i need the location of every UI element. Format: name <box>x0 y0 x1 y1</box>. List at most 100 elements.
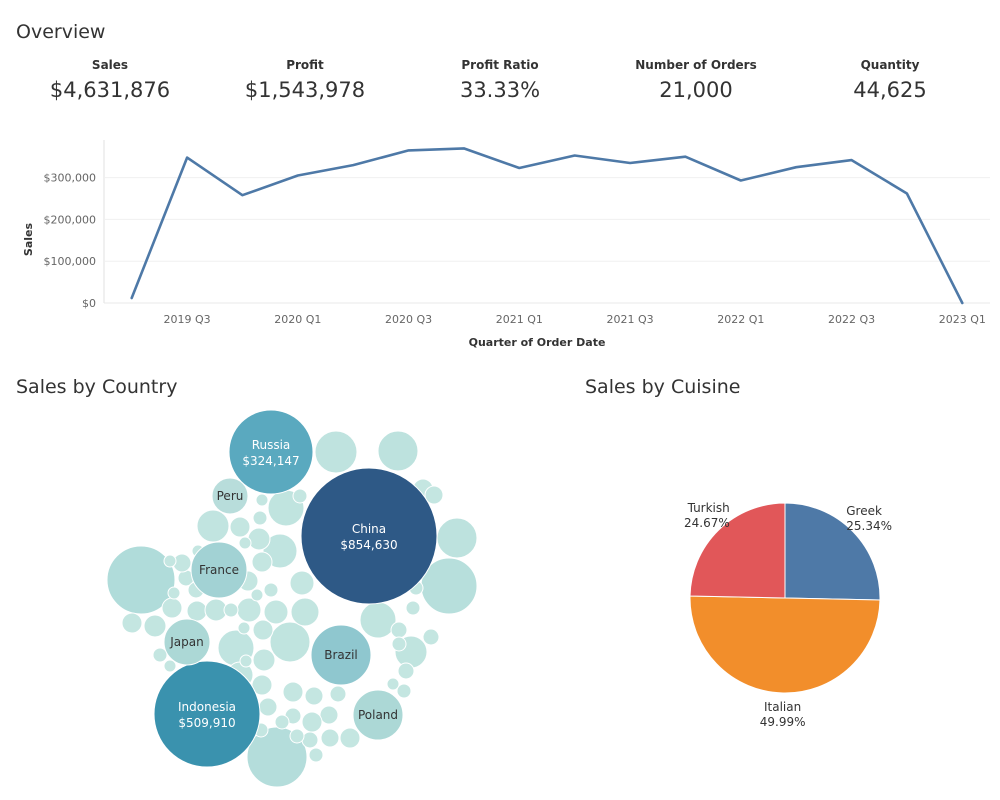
country-bubble[interactable] <box>391 636 407 652</box>
country-bubble[interactable] <box>405 600 421 616</box>
country-bubble-china[interactable] <box>300 467 438 605</box>
country-bubble-japan[interactable] <box>163 618 211 666</box>
sales-point[interactable] <box>957 298 967 308</box>
country-label: Japan <box>169 635 203 649</box>
sales-point[interactable] <box>902 188 912 198</box>
sales-point[interactable] <box>847 155 857 165</box>
country-bubble[interactable] <box>258 697 278 717</box>
country-bubble[interactable] <box>269 621 311 663</box>
country-bubble[interactable] <box>308 747 324 763</box>
sales-point[interactable] <box>459 143 469 153</box>
kpi-label: Profit Ratio <box>461 58 539 72</box>
country-bubble[interactable] <box>390 621 408 639</box>
kpi-label: Quantity <box>860 58 920 72</box>
country-bubble[interactable] <box>329 685 347 703</box>
sales-point[interactable] <box>791 162 801 172</box>
country-bubble[interactable] <box>186 600 208 622</box>
country-bubble[interactable] <box>161 597 183 619</box>
country-bubble-brazil[interactable] <box>310 624 372 686</box>
pie-slice-turkish[interactable] <box>689 502 786 599</box>
country-bubble[interactable] <box>236 597 262 623</box>
country-bubble[interactable] <box>229 516 251 538</box>
country-bubble[interactable] <box>422 628 440 646</box>
country-bubble[interactable] <box>290 597 320 627</box>
sales-point[interactable] <box>625 158 635 168</box>
country-bubble[interactable] <box>289 728 305 744</box>
pie-slice-italian[interactable] <box>689 595 881 694</box>
country-bubble-france[interactable] <box>190 541 248 599</box>
country-bubble[interactable] <box>121 612 143 634</box>
country-bubble[interactable] <box>304 686 324 706</box>
kpi-profit[interactable]: Profit $1,543,978 <box>205 58 405 102</box>
sales-point[interactable] <box>293 171 303 181</box>
country-bubble[interactable] <box>251 674 273 696</box>
country-bubble[interactable] <box>143 614 167 638</box>
sales-series-line[interactable] <box>130 147 964 305</box>
country-bubble[interactable] <box>152 647 168 663</box>
y-tick-label: $200,000 <box>44 213 97 226</box>
country-bubble[interactable] <box>396 683 412 699</box>
country-bubble[interactable] <box>238 536 252 550</box>
country-value-label: $509,910 <box>178 716 235 730</box>
country-label: France <box>199 563 239 577</box>
sales-point[interactable] <box>348 160 358 170</box>
sales-point[interactable] <box>127 293 137 303</box>
country-bubble[interactable] <box>263 599 289 625</box>
country-bubble[interactable] <box>289 570 315 596</box>
country-bubble[interactable] <box>339 727 361 749</box>
country-label: Peru <box>217 489 244 503</box>
country-bubble[interactable] <box>237 621 251 635</box>
pie-slice-greek[interactable] <box>784 502 881 601</box>
kpi-profit-ratio[interactable]: Profit Ratio 33.33% <box>400 58 600 102</box>
sales-point[interactable] <box>570 150 580 160</box>
country-bubble[interactable] <box>106 545 176 615</box>
country-bubble[interactable] <box>397 662 415 680</box>
country-bubble[interactable] <box>320 728 340 748</box>
country-bubble[interactable] <box>301 711 323 733</box>
country-bubble[interactable] <box>301 731 319 749</box>
country-bubble[interactable] <box>436 517 478 559</box>
country-bubble-peru[interactable] <box>211 477 249 515</box>
country-bubble[interactable] <box>239 654 253 668</box>
sales-point[interactable] <box>514 163 524 173</box>
country-label: Indonesia <box>178 700 236 714</box>
country-bubble[interactable] <box>167 586 181 600</box>
x-axis-title: Quarter of Order Date <box>469 336 606 349</box>
country-bubble[interactable] <box>250 588 264 602</box>
pie-slice-percent-label: 49.99% <box>760 715 806 729</box>
country-bubble[interactable] <box>274 714 290 730</box>
country-bubble[interactable] <box>263 582 279 598</box>
kpi-sales[interactable]: Sales $4,631,876 <box>10 58 210 102</box>
country-bubble[interactable] <box>251 551 273 573</box>
country-bubble[interactable] <box>319 705 339 725</box>
country-bubble-russia[interactable] <box>228 409 314 495</box>
country-bubble[interactable] <box>314 430 358 474</box>
kpi-quantity[interactable]: Quantity 44,625 <box>790 58 990 102</box>
country-bubble[interactable] <box>163 659 177 673</box>
country-bubble-poland[interactable] <box>352 689 404 741</box>
country-bubble-indonesia[interactable] <box>153 660 261 768</box>
country-bubble[interactable] <box>282 681 304 703</box>
x-tick-label: 2019 Q3 <box>163 313 210 326</box>
country-bubble[interactable] <box>252 510 268 526</box>
country-bubble[interactable] <box>386 677 400 691</box>
sales-line-chart: $0 $100,000 $200,000 $300,000 2019 Q3 2020 Q1… <box>22 140 990 349</box>
country-bubble[interactable] <box>424 485 444 505</box>
kpi-value: 44,625 <box>853 78 927 102</box>
sales-point[interactable] <box>404 145 414 155</box>
country-bubble[interactable] <box>252 619 274 641</box>
sales-point[interactable] <box>237 190 247 200</box>
country-bubble[interactable] <box>247 527 271 551</box>
sales-point[interactable] <box>182 153 192 163</box>
country-bubble[interactable] <box>223 602 239 618</box>
country-bubble[interactable] <box>292 488 308 504</box>
country-bubble[interactable] <box>255 493 269 507</box>
sales-point[interactable] <box>736 176 746 186</box>
country-bubble[interactable] <box>252 648 276 672</box>
kpi-number-of-orders[interactable]: Number of Orders 21,000 <box>596 58 796 102</box>
sales-point[interactable] <box>680 152 690 162</box>
country-bubble[interactable] <box>163 554 177 568</box>
country-bubble[interactable] <box>377 430 419 472</box>
country-bubble[interactable] <box>359 601 397 639</box>
country-bubble[interactable] <box>196 509 230 543</box>
